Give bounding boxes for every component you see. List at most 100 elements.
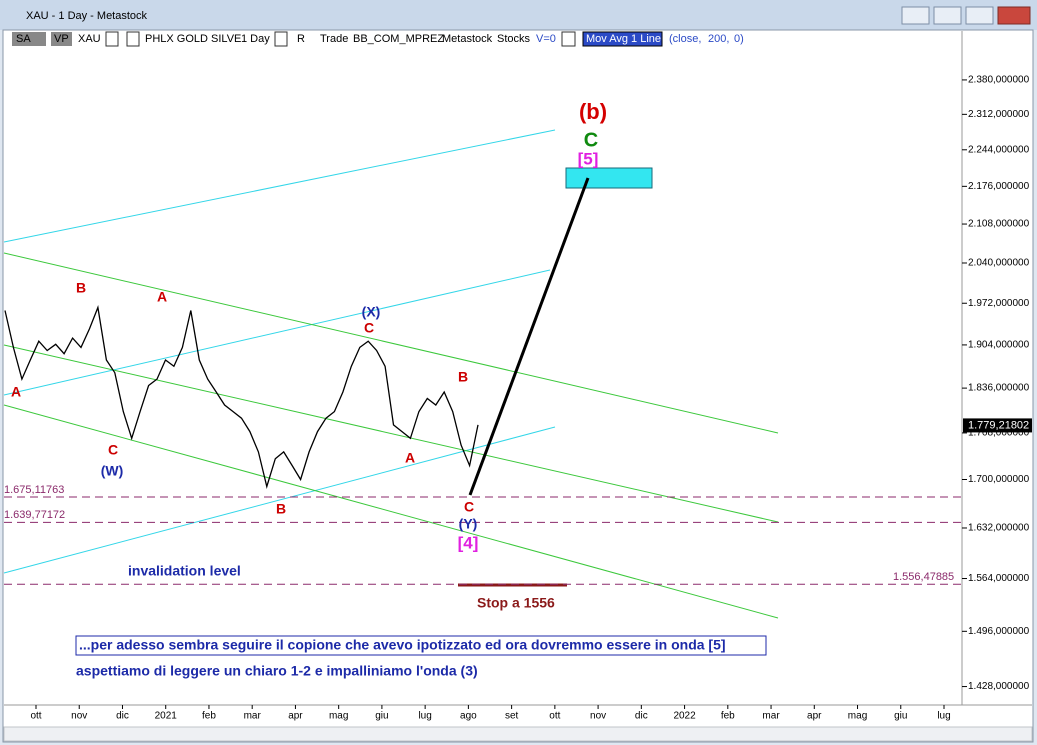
channel-line (3, 129, 556, 243)
annotation: ...per adesso sembra seguire il copione … (79, 637, 726, 653)
toolbar-text: XAU (78, 33, 101, 45)
wave-label: (b) (579, 99, 607, 124)
x-tick-label: ago (460, 711, 477, 722)
wave-label: C (108, 442, 118, 458)
x-tick-label: mar (762, 711, 780, 722)
wave-label: C (364, 320, 374, 336)
x-tick-label: nov (71, 711, 87, 722)
last-price-label: 1.779,21802 (968, 419, 1029, 431)
y-tick-label: 2.244,000000 (968, 144, 1030, 155)
wave-label: [5] (578, 149, 599, 168)
toolbar-button[interactable] (12, 32, 46, 46)
toolbar-text: 0) (734, 33, 744, 45)
wave-label: B (458, 369, 468, 385)
y-tick-label: 1.428,000000 (968, 681, 1030, 692)
x-tick-label: apr (288, 711, 303, 722)
annotation: Stop a 1556 (477, 595, 555, 611)
dropdown[interactable] (126, 31, 140, 47)
wave-label: A (11, 384, 21, 400)
channel-line (3, 344, 779, 523)
toolbar-text: BB_COM_MPREZ (353, 33, 444, 45)
y-tick-label: 1.632,000000 (968, 523, 1030, 534)
toolbar-text: 1 Day (241, 33, 270, 45)
y-tick-label: 2.380,000000 (968, 75, 1030, 86)
toolbar-text: Trade (320, 33, 348, 45)
x-tick-label: lug (937, 711, 950, 722)
projection-arrow (468, 177, 590, 496)
y-tick-label: 1.972,000000 (968, 298, 1030, 309)
y-tick-label: 2.108,000000 (968, 219, 1030, 230)
target-box (565, 167, 653, 189)
wave-label: C (584, 129, 598, 151)
restore-button[interactable] (901, 6, 930, 25)
annotation: aspettiamo di leggere un chiaro 1-2 e im… (76, 663, 478, 679)
wave-label: (W) (101, 463, 124, 479)
wave-label: C (464, 499, 474, 515)
wave-label: A (405, 450, 415, 466)
last-price-box (963, 418, 1032, 433)
title-bar (0, 0, 1037, 30)
x-tick-label: ott (549, 711, 560, 722)
toolbar-text: Stocks (497, 33, 531, 45)
y-tick-label: 1.768,000000 (968, 428, 1030, 439)
x-tick-label: giu (894, 711, 907, 722)
x-tick-label: 2022 (673, 711, 696, 722)
price-axis (963, 31, 1032, 705)
x-tick-label: ott (30, 711, 41, 722)
maximize-button[interactable] (965, 6, 994, 25)
note-box (75, 635, 767, 656)
toolbar-text: V=0 (536, 33, 556, 45)
minimize-button[interactable] (933, 6, 962, 25)
x-tick-label: feb (202, 711, 216, 722)
x-tick-label: apr (807, 711, 822, 722)
indicator-button[interactable] (582, 31, 663, 47)
x-tick-label: nov (590, 711, 606, 722)
y-tick-label: 2.176,000000 (968, 181, 1030, 192)
x-tick-label: dic (116, 711, 129, 722)
toolbar-text: Metastock (442, 33, 493, 45)
annotation: invalidation level (128, 563, 241, 579)
channel-line (3, 404, 779, 619)
wave-label: [4] (458, 533, 479, 552)
toolbar-text: R (297, 33, 305, 45)
y-tick-label: 1.564,000000 (968, 573, 1030, 584)
y-tick-label: 1.700,000000 (968, 474, 1030, 485)
plot-area (3, 129, 962, 619)
wave-label: (X) (362, 304, 381, 320)
y-tick-label: 2.040,000000 (968, 258, 1030, 269)
level-label: 1.556,47885 (893, 571, 954, 583)
wave-label: B (276, 501, 286, 517)
x-tick-label: 2021 (155, 711, 178, 722)
wave-label: (Y) (459, 516, 478, 532)
channel-line (3, 269, 551, 396)
dropdown[interactable] (274, 31, 288, 47)
dropdown[interactable] (105, 31, 119, 47)
channel-line (3, 252, 779, 434)
toolbar-text: Mov Avg 1 Line (586, 33, 661, 45)
toolbar: SA VP XAU PHLX GOLD SILVE 1 Day R Trade … (12, 31, 744, 47)
close-button[interactable] (997, 6, 1031, 25)
toolbar-text: 200, (708, 33, 729, 45)
toolbar-text: (close, (669, 33, 701, 45)
x-tick-label: giu (375, 711, 388, 722)
x-tick-label: mar (244, 711, 262, 722)
toolbar-text: SA (16, 33, 31, 45)
level-label: 1.639,77172 (4, 509, 65, 521)
scrollbar[interactable] (3, 726, 1033, 742)
price-line (4, 305, 479, 489)
y-tick-label: 2.312,000000 (968, 109, 1030, 120)
wave-label: A (157, 289, 167, 305)
toolbar-text: PHLX GOLD SILVE (145, 33, 241, 45)
x-tick-label: mag (329, 711, 348, 722)
x-tick-label: dic (635, 711, 648, 722)
x-tick-label: set (505, 711, 519, 722)
chart-window (2, 29, 1034, 743)
y-tick-label: 1.496,000000 (968, 626, 1030, 637)
toolbar-button[interactable] (51, 32, 72, 46)
x-tick-label: mag (848, 711, 867, 722)
close-indicator[interactable] (561, 31, 576, 47)
x-tick-label: feb (721, 711, 735, 722)
toolbar-text: VP (54, 33, 69, 45)
level-label: 1.675,11763 (4, 484, 64, 496)
